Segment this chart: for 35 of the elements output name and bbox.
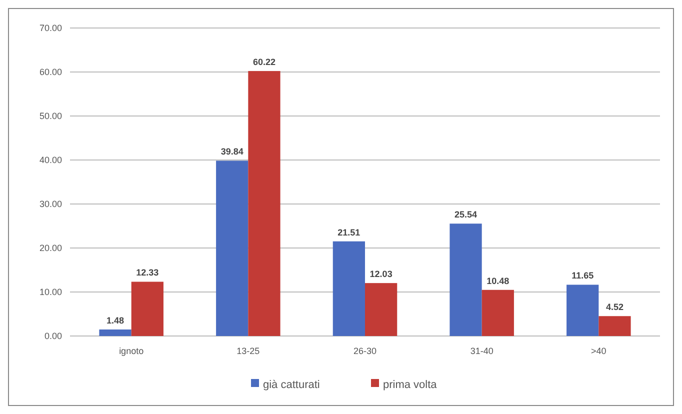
x-tick-label: 26-30	[353, 346, 377, 356]
y-tick-label: 30.00	[39, 199, 62, 210]
x-tick-label: >40	[591, 346, 606, 356]
legend-label: prima volta	[383, 378, 438, 391]
data-label: 12.33	[136, 268, 159, 278]
x-tick-label: 31-40	[470, 346, 494, 356]
data-label: 39.84	[220, 146, 244, 157]
bar	[450, 224, 482, 336]
data-label: 10.48	[486, 276, 510, 286]
data-label: 25.54	[454, 210, 478, 220]
y-tick-label: 0.00	[44, 331, 62, 342]
bar	[99, 329, 132, 336]
bar	[598, 316, 631, 336]
y-tick-label: 60.00	[39, 67, 62, 78]
data-label: 1.48	[106, 315, 124, 326]
bar	[131, 282, 164, 336]
bar	[216, 160, 248, 336]
data-label: 60.22	[252, 57, 276, 68]
bar	[365, 283, 398, 336]
data-label: 21.51	[338, 227, 360, 238]
x-tick-label: 13-25	[236, 346, 260, 356]
y-tick-label: 50.00	[39, 111, 62, 122]
bar	[566, 284, 599, 336]
y-tick-label: 10.00	[39, 287, 62, 298]
y-tick-label: 70.00	[39, 23, 62, 34]
bar	[332, 241, 365, 336]
legend-label: già catturati	[263, 378, 320, 391]
data-label: 4.52	[606, 302, 624, 312]
data-label: 12.03	[370, 269, 392, 280]
data-label: 11.65	[572, 270, 594, 281]
y-tick-label: 20.00	[39, 243, 62, 254]
y-tick-label: 40.00	[39, 155, 62, 166]
bar	[248, 71, 280, 336]
bar	[482, 290, 514, 336]
x-tick-label: ignoto	[119, 346, 144, 356]
